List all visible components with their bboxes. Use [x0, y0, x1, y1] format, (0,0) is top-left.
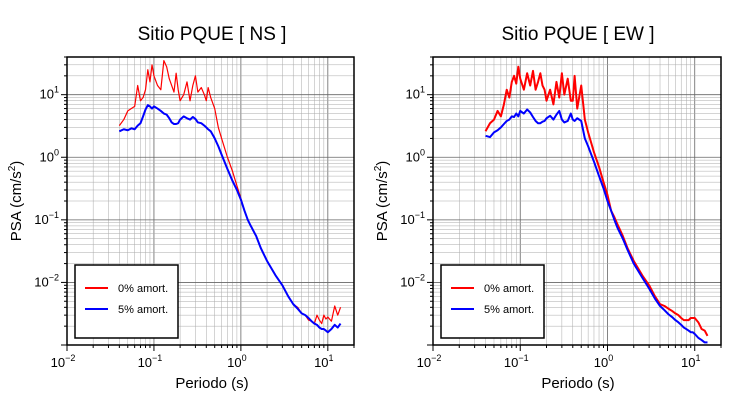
chart-1-x-tick-label: 10−1 — [138, 353, 163, 370]
chart-1-legend-label-1: 0% amort. — [118, 283, 168, 295]
chart-1-x-tick-label: 100 — [227, 353, 246, 370]
chart-1-ticks — [61, 56, 355, 351]
chart-1-legend-label-2: 5% amort. — [118, 304, 168, 316]
chart-1-x-tick-label: 101 — [314, 353, 333, 370]
chart-2-y-axis-label: PSA (cm/s2) — [373, 161, 391, 242]
chart-1-y-axis-label: PSA (cm/s2) — [7, 161, 25, 242]
chart-2-y-tick-label: 10−2 — [400, 272, 425, 289]
chart-2-series-line-2 — [485, 108, 708, 344]
chart-2-y-tick-label: 100 — [406, 147, 425, 164]
chart-2-legend-label-1: 0% amort. — [484, 283, 534, 295]
chart-2-x-axis-label: Periodo (s) — [541, 375, 614, 392]
chart-1-title: Sitio PQUE [ NS ] — [138, 24, 287, 45]
chart-2-plot: 10−2 10−1 100 101 101 100 10−1 10−2 Sitio PQUE [… — [373, 24, 722, 392]
chart-2-title: Sitio PQUE [ EW ] — [501, 24, 654, 45]
chart-2-y-tick-label: 101 — [406, 85, 425, 102]
chart-1-x-tick-label: 10−2 — [51, 353, 76, 370]
chart-1-y-tick-label: 100 — [40, 147, 59, 164]
chart-2-legend-box — [440, 264, 545, 339]
chart-2-y-tick-label: 10−1 — [400, 210, 425, 227]
chart-2-x-tick-label: 10−2 — [417, 353, 442, 370]
chart-2-x-tick-label: 100 — [594, 353, 613, 370]
chart-2-x-tick-label: 101 — [681, 353, 700, 370]
chart-2-legend-label-2: 5% amort. — [484, 304, 534, 316]
chart-1-y-tick-label: 10−2 — [34, 272, 59, 289]
chart-1-legend-box — [74, 264, 179, 339]
chart-1-x-axis-label: Periodo (s) — [175, 375, 248, 392]
chart-2-legend: 0% amort. 5% amort. — [440, 264, 545, 339]
chart-1-y-tick-label: 10−1 — [34, 210, 59, 227]
chart-1-y-tick-label: 101 — [40, 85, 59, 102]
chart-2-ticks — [427, 56, 722, 351]
chart-1-series-line-2 — [118, 104, 342, 334]
chart-1-legend: 0% amort. 5% amort. — [74, 264, 179, 339]
chart-2-series-line-1 — [484, 65, 709, 337]
chart-1-plot: 10−2 10−1 100 101 101 100 10−1 10−2 Sitio PQUE [… — [7, 24, 355, 392]
chart-2-x-tick-label: 10−1 — [504, 353, 529, 370]
